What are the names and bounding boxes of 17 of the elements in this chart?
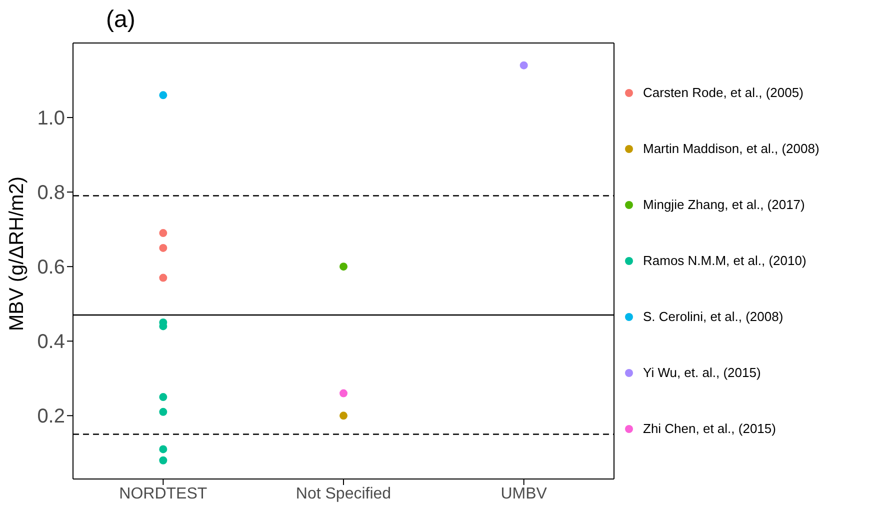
y-tick-label: 0.8 xyxy=(37,182,65,204)
legend-label: S. Cerolini, et al., (2008) xyxy=(643,309,784,324)
y-tick-label: 0.4 xyxy=(37,331,65,354)
y-tick-label: 0.6 xyxy=(37,256,65,279)
legend-label: Mingjie Zhang, et al., (2017) xyxy=(643,197,805,212)
legend-label: Martin Maddison, et al., (2008) xyxy=(643,141,820,156)
x-tick-label: NORDTEST xyxy=(119,485,208,502)
chart-title: (a) xyxy=(106,6,136,34)
legend-label: Ramos N.M.M, et al., (2010) xyxy=(643,253,806,268)
legend-label: Zhi Chen, et al., (2015) xyxy=(643,421,776,436)
legend-label: Carsten Rode, et al., (2005) xyxy=(643,85,804,100)
legend-label: Yi Wu, et. al., (2015) xyxy=(643,365,761,380)
x-tick-label: Not Specified xyxy=(296,485,392,502)
y-tick-label: 0.2 xyxy=(37,406,65,428)
y-tick-label: 1.0 xyxy=(37,108,65,130)
y-axis-title: MBV (g/ΔRH/m2) xyxy=(6,176,28,331)
x-tick-label: UMBV xyxy=(500,485,548,502)
